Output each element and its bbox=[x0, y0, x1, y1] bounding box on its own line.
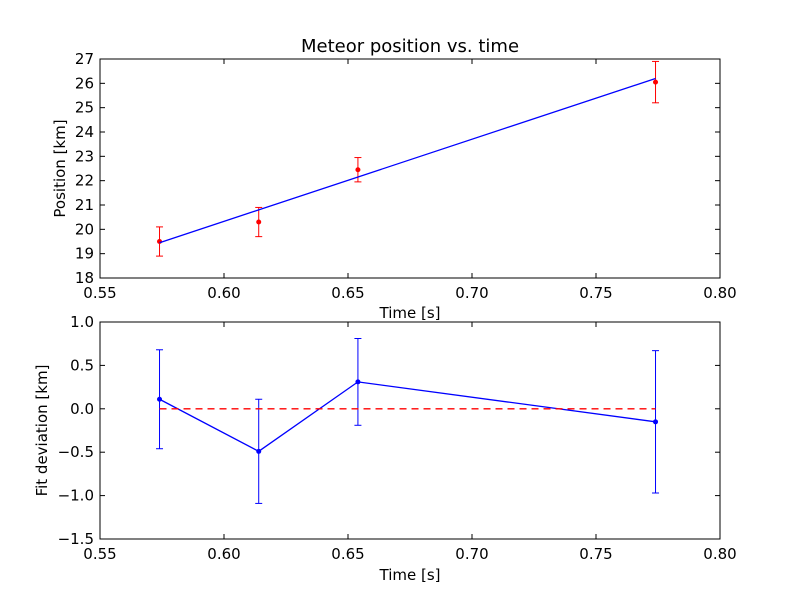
y-tick-label: 26 bbox=[75, 74, 94, 92]
data-point bbox=[355, 379, 361, 385]
x-tick-label: 0.75 bbox=[579, 545, 612, 563]
y-tick-label: 20 bbox=[75, 220, 94, 238]
y-tick-label: −1.0 bbox=[58, 487, 94, 505]
data-point bbox=[653, 419, 659, 425]
position-chart-frame bbox=[99, 58, 721, 279]
x-tick-label: 0.75 bbox=[579, 284, 612, 302]
y-axis-label: Fit deviation [km] bbox=[33, 365, 51, 497]
deviation-chart: 0.55 0.60 0.65 0.70 0.75 0.80 −1.5 −1.0 −0.5 0.0 0… bbox=[33, 313, 737, 584]
x-axis-label: Time [s] bbox=[379, 566, 441, 584]
y-tick-label: 18 bbox=[75, 269, 94, 287]
x-tick-label: 0.80 bbox=[703, 284, 736, 302]
y-tick-label: −0.5 bbox=[58, 443, 94, 461]
chart-title: Meteor position vs. time bbox=[301, 36, 519, 57]
data-point bbox=[256, 448, 262, 454]
x-tick-label: 0.65 bbox=[331, 545, 364, 563]
x-tick-label: 0.65 bbox=[331, 284, 364, 302]
deviation-chart-frame bbox=[99, 321, 721, 540]
y-tick-label: 21 bbox=[75, 196, 94, 214]
y-axis-label: Position [km] bbox=[51, 119, 69, 217]
data-point bbox=[256, 219, 262, 225]
deviation-chart-marks bbox=[156, 337, 660, 504]
y-tick-label: 27 bbox=[75, 50, 94, 68]
data-point bbox=[157, 396, 163, 402]
y-tick-label: 25 bbox=[75, 99, 94, 117]
x-tick-label: 0.55 bbox=[83, 545, 116, 563]
y-tick-label: 19 bbox=[75, 245, 94, 263]
x-tick-label: 0.60 bbox=[207, 284, 240, 302]
data-point bbox=[355, 167, 361, 173]
y-tick-label: −1.5 bbox=[58, 530, 94, 548]
x-tick-label: 0.60 bbox=[207, 545, 240, 563]
position-chart-marks bbox=[156, 60, 660, 257]
y-tick-label: 0.5 bbox=[70, 356, 94, 374]
fit-line bbox=[159, 77, 656, 244]
y-tick-label: 1.0 bbox=[70, 313, 94, 331]
x-tick-label: 0.70 bbox=[455, 545, 488, 563]
deviation-line bbox=[159, 381, 656, 453]
x-tick-label: 0.70 bbox=[455, 284, 488, 302]
y-tick-label: 22 bbox=[75, 172, 94, 190]
y-tick-label: 23 bbox=[75, 147, 94, 165]
data-point bbox=[653, 79, 659, 85]
y-tick-label: 0.0 bbox=[70, 400, 94, 418]
deviation-chart-ticks: 0.55 0.60 0.65 0.70 0.75 0.80 −1.5 −1.0 −0.5 0.0 0… bbox=[58, 313, 737, 563]
x-axis-label: Time [s] bbox=[379, 304, 441, 322]
x-tick-label: 0.80 bbox=[703, 545, 736, 563]
y-tick-label: 24 bbox=[75, 123, 94, 141]
position-chart: Meteor position vs. time 0.55 0.60 0.65 0.7… bbox=[51, 36, 737, 322]
x-tick-label: 0.55 bbox=[83, 284, 116, 302]
